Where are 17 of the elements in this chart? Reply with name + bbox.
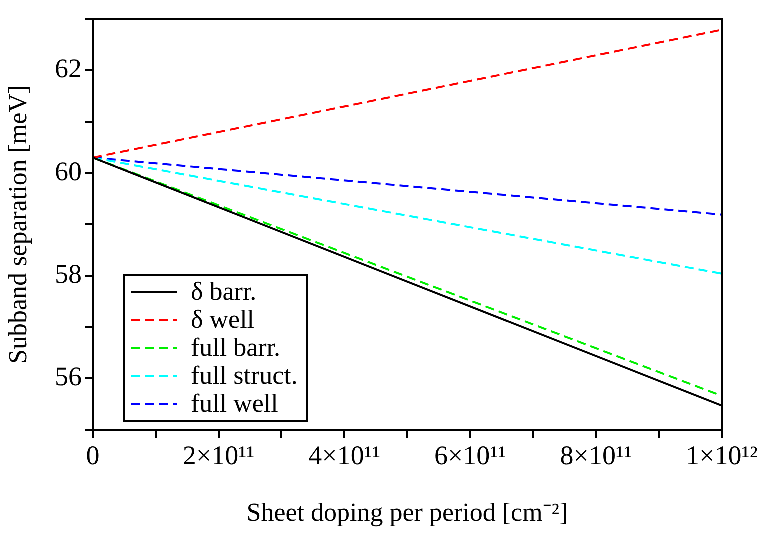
y-tick-label: 62: [55, 54, 82, 84]
y-tick-label: 60: [55, 156, 82, 186]
legend-label: full barr.: [191, 333, 281, 362]
x-tick-label: 1×10¹²: [686, 440, 758, 470]
legend-label: full well: [191, 389, 278, 418]
x-axis-title: Sheet doping per period [cm⁻²]: [246, 498, 568, 528]
x-tick-label: 4×10¹¹: [308, 440, 381, 470]
x-tick-label: 2×10¹¹: [182, 440, 255, 470]
x-tick-label: 6×10¹¹: [434, 440, 506, 470]
legend-label: δ well: [191, 305, 255, 334]
legend-label: full struct.: [191, 361, 298, 390]
y-tick-label: 58: [55, 259, 82, 290]
y-tick-label: 56: [55, 362, 82, 392]
legend-label: δ barr.: [191, 277, 257, 306]
x-tick-label: 0: [86, 440, 100, 470]
x-tick-label: 8×10¹¹: [560, 440, 632, 470]
y-axis-title: Subband separation [meV]: [3, 85, 32, 364]
